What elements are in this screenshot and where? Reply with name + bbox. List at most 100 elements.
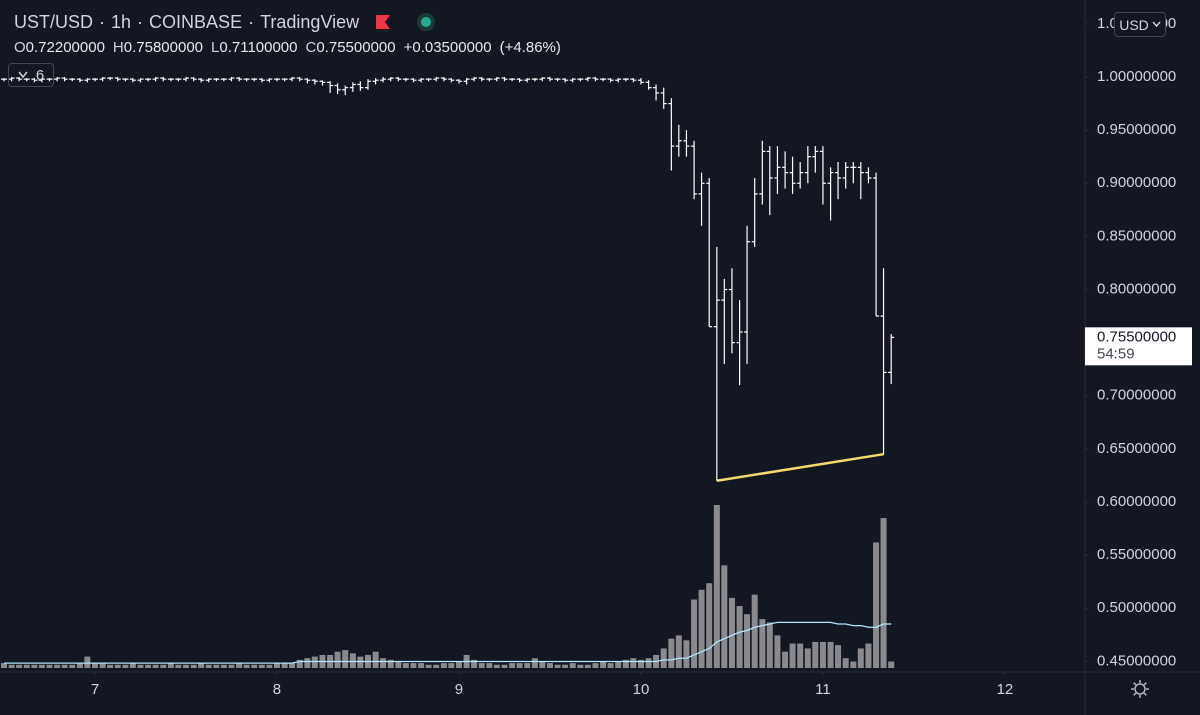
- volume-bar: [713, 505, 720, 668]
- volume-bar: [706, 583, 713, 668]
- volume-bar: [61, 664, 68, 668]
- y-tick-label: 0.85000000: [1097, 227, 1176, 244]
- volume-bar: [395, 661, 402, 668]
- volume-bar: [592, 663, 599, 668]
- separator: ·: [248, 11, 255, 32]
- volume-bar: [213, 664, 220, 668]
- volume-bar: [167, 663, 174, 668]
- chevron: [1152, 21, 1161, 28]
- volume-bar: [152, 664, 159, 668]
- volume-bar: [577, 664, 584, 668]
- indicator-count: 6: [35, 66, 45, 84]
- x-tick-label: 9: [455, 681, 463, 698]
- volume-bar: [69, 664, 76, 668]
- volume-bar: [637, 659, 644, 668]
- y-tick-label: 0.60000000: [1097, 493, 1176, 510]
- volume-bar: [842, 658, 849, 668]
- volume-bar: [23, 664, 30, 668]
- volume-bar: [736, 606, 743, 668]
- market-status[interactable]: [415, 11, 437, 33]
- volume-bar: [251, 664, 258, 668]
- volume-bar: [114, 664, 121, 668]
- x-tick-label: 11: [815, 681, 831, 698]
- volume-bar: [668, 638, 675, 668]
- volume-bar: [334, 651, 341, 668]
- volume-ma-line: [4, 621, 892, 664]
- volume-bar: [880, 518, 887, 668]
- volume-bar: [357, 656, 364, 668]
- ohlc-item: O0.72200000: [14, 39, 105, 56]
- volume-bar: [182, 664, 189, 668]
- volume-bar: [873, 542, 880, 668]
- flag-icon[interactable]: [373, 13, 393, 31]
- volume-bar: [273, 663, 280, 668]
- symbol: UST/USD: [14, 11, 94, 32]
- volume-bar: [31, 664, 38, 668]
- volume-bar: [759, 619, 766, 668]
- separator: ·: [99, 11, 106, 32]
- volume-bar: [728, 597, 735, 668]
- volume-bar: [402, 663, 409, 668]
- volume-bar: [198, 663, 205, 668]
- volume-bar: [827, 641, 834, 668]
- chevron-path: [1152, 21, 1161, 28]
- volume-bar: [812, 641, 819, 668]
- y-tick-label: 0.45000000: [1097, 652, 1176, 669]
- volume-bar: [471, 659, 478, 668]
- volume-bar: [205, 664, 212, 668]
- volume-bar: [190, 664, 197, 668]
- countdown: 54:59: [1097, 345, 1135, 362]
- ohlc-value: 0.75800000: [123, 39, 204, 56]
- ohlc-item: L0.71100000: [211, 39, 297, 56]
- volume-bar: [137, 664, 144, 668]
- volume-bar: [418, 663, 425, 668]
- currency-button[interactable]: USD: [1114, 12, 1166, 37]
- volume-bar: [46, 664, 53, 668]
- volume-bar: [675, 635, 682, 668]
- volume-bar: [782, 651, 789, 668]
- volume-bar: [539, 661, 546, 668]
- volume-bar: [774, 635, 781, 668]
- volume-bar: [835, 645, 842, 668]
- price-label-box: [1085, 327, 1192, 366]
- volume-bar: [16, 664, 23, 668]
- volume-bar: [8, 664, 15, 668]
- volume-bar: [501, 664, 508, 668]
- volume-bar: [448, 663, 455, 668]
- volume-bar: [607, 663, 614, 668]
- indicators-toggle[interactable]: 6: [8, 63, 54, 87]
- volume-bar: [440, 663, 447, 668]
- volume-bar: [804, 648, 811, 668]
- ohlc-item: C0.75500000: [306, 39, 396, 56]
- volume-bar: [380, 658, 387, 668]
- currency: USD: [1119, 16, 1149, 33]
- volume-bar: [425, 664, 432, 668]
- price-label: 0.75500000: [1097, 328, 1176, 345]
- volume-bar: [819, 641, 826, 668]
- volume-bar: [99, 663, 106, 668]
- volume-bar: [410, 663, 417, 668]
- ohlc-item: H0.75800000: [113, 39, 203, 56]
- volume-bar: [584, 664, 591, 668]
- ohlc-key: C: [305, 39, 317, 56]
- source: TradingView: [260, 11, 360, 32]
- volume-bar: [622, 659, 629, 668]
- volume-bar: [600, 661, 607, 668]
- interval: 1h: [111, 11, 132, 32]
- ohlc-key: H: [112, 39, 124, 56]
- settings-icon[interactable]: [1131, 680, 1149, 698]
- chevron: [18, 71, 28, 79]
- volume-bar: [554, 664, 561, 668]
- volume-bar: [349, 653, 356, 668]
- volume-bar: [562, 664, 569, 668]
- volume-bar: [888, 661, 895, 668]
- volume-bar: [387, 659, 394, 668]
- volume-bar: [38, 664, 45, 668]
- x-tick-label: 10: [633, 681, 650, 698]
- volume-bar: [509, 663, 516, 668]
- volume-bar: [569, 663, 576, 668]
- volume-bar: [84, 656, 91, 668]
- volume-bar: [645, 658, 652, 668]
- volume-bar: [493, 664, 500, 668]
- volume-bar: [236, 663, 243, 668]
